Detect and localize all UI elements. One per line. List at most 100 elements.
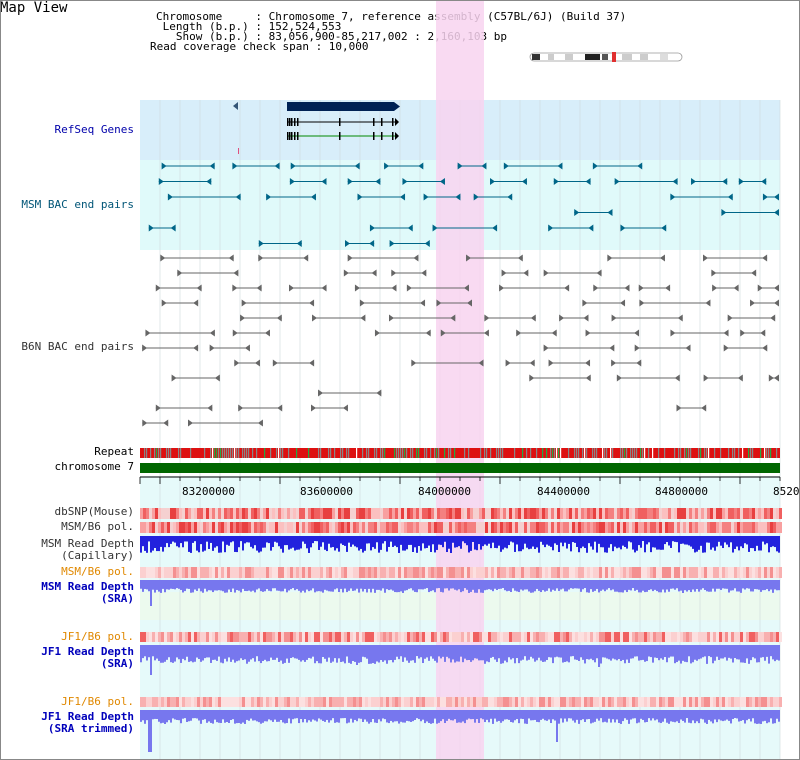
dbsnp-heat-track[interactable]	[140, 508, 782, 519]
jf1-pol-cell	[773, 632, 776, 642]
msm-pol-cell	[287, 522, 290, 533]
jf1-pol-cell	[560, 697, 563, 707]
depth-bar	[334, 645, 336, 659]
dbsnp-cell	[719, 508, 722, 519]
msm-pol-cell	[740, 567, 743, 578]
chromosome-ideogram[interactable]	[529, 52, 683, 62]
depth-bar	[728, 536, 730, 548]
jf1-read-depth-sra-trimmed[interactable]	[140, 710, 780, 752]
jf1-read-depth-sra[interactable]	[140, 645, 780, 675]
msm-read-depth-capillary[interactable]	[140, 536, 780, 553]
jf1-pol-cell	[392, 697, 395, 707]
depth-bar	[326, 536, 328, 552]
b6n-pair-end	[177, 269, 183, 277]
depth-bar	[356, 710, 358, 722]
depth-bar	[208, 645, 210, 658]
repeat-track[interactable]	[140, 448, 780, 458]
jf1-pol-cell	[620, 632, 623, 642]
msm-pol-cell	[455, 522, 458, 533]
dbsnp-cell	[599, 508, 602, 519]
depth-bar	[580, 580, 582, 592]
depth-bar	[250, 536, 252, 547]
jf1-pol-cell	[686, 632, 689, 642]
msm-read-depth-sra[interactable]	[140, 580, 780, 606]
depth-bar	[246, 580, 248, 592]
jf1-pol-cell	[530, 697, 533, 707]
jf1-pol-cell	[761, 697, 764, 707]
msm-pol-cell	[686, 567, 689, 578]
jf1-pol-cell	[254, 632, 257, 642]
jf1-pol-cell	[251, 697, 254, 707]
jf1-pol-cell	[500, 632, 503, 642]
depth-bar	[768, 645, 770, 664]
depth-bar	[292, 710, 294, 720]
b6n-pair-end	[436, 299, 442, 307]
depth-bar	[198, 710, 200, 721]
jf1-pol-cell	[533, 697, 536, 707]
b6n-pair-end	[254, 359, 260, 367]
depth-bar	[326, 580, 328, 591]
depth-bar	[512, 580, 514, 589]
b6n-pair-end	[209, 344, 215, 352]
depth-bar	[376, 536, 378, 543]
msm-pol-cell	[281, 522, 284, 533]
chromosome-bar[interactable]	[140, 463, 780, 473]
depth-bar	[536, 536, 538, 548]
b6n-bac-end-pairs[interactable]	[142, 254, 779, 427]
msm-pol-cell	[593, 522, 596, 533]
repeat-stripe	[648, 448, 650, 458]
jf1-pol-cell	[311, 697, 314, 707]
msm-pol-cell	[353, 567, 356, 578]
repeat-stripe	[706, 448, 708, 458]
b6n-pair-end	[611, 359, 617, 367]
msm-pol-cell	[743, 522, 746, 533]
msm-pol-cell	[623, 522, 626, 533]
jf1-pol-cell	[428, 632, 431, 642]
jf1-pol-cell	[173, 697, 176, 707]
msm-pol-cell	[551, 522, 554, 533]
depth-bar	[720, 580, 722, 590]
msm-b6-polymorphism-track-1[interactable]	[140, 522, 782, 533]
jf1-pol-cell	[572, 697, 575, 707]
msm-pol-cell	[533, 522, 536, 533]
jf1-pol-cell	[161, 697, 164, 707]
repeat-stripe	[498, 448, 500, 458]
depth-bar	[146, 645, 148, 661]
jf1-pol-cell	[635, 697, 638, 707]
depth-bar	[624, 580, 626, 591]
depth-bar	[368, 645, 370, 664]
depth-bar	[776, 710, 778, 719]
depth-bar	[610, 710, 612, 723]
dbsnp-cell	[191, 508, 194, 519]
msm-b6-polymorphism-track-2[interactable]	[140, 567, 782, 578]
depth-bar	[610, 645, 612, 661]
depth-bar	[424, 645, 426, 659]
depth-bar	[416, 645, 418, 657]
depth-bar	[602, 536, 604, 548]
msm-pol-cell	[248, 522, 251, 533]
jf1-pol-cell	[302, 697, 305, 707]
jf1-b6-polymorphism-track-1[interactable]	[140, 632, 782, 642]
msm-bac-end-pairs[interactable]	[148, 162, 779, 248]
depth-bar	[336, 536, 338, 549]
depth-bar	[156, 580, 158, 590]
jf1-pol-cell	[503, 697, 506, 707]
depth-bar	[620, 710, 622, 724]
msm-pair-end	[424, 240, 430, 247]
depth-bar	[378, 645, 380, 663]
depth-bar	[502, 580, 504, 589]
msm-pol-cell	[374, 567, 377, 578]
msm-pol-cell	[380, 567, 383, 578]
dbsnp-cell	[284, 508, 287, 519]
msm-pol-cell	[575, 522, 578, 533]
jf1-pol-cell	[398, 697, 401, 707]
jf1-b6-polymorphism-track-2[interactable]	[140, 697, 782, 707]
depth-bar	[474, 710, 476, 723]
jf1-pol-cell	[368, 697, 371, 707]
jf1-pol-cell	[461, 697, 464, 707]
depth-bar	[592, 645, 594, 661]
depth-bar	[662, 710, 664, 722]
refseq-genes[interactable]	[233, 102, 400, 154]
dbsnp-cell	[647, 508, 650, 519]
